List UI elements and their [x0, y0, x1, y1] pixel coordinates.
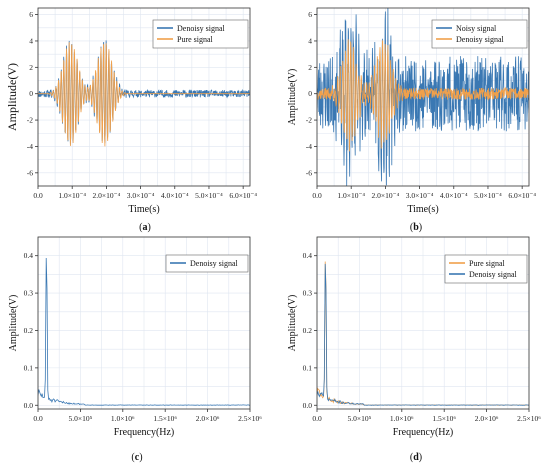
y-tick-label: 2 [29, 63, 33, 72]
x-tick-label: 6.0×10⁻⁴ [229, 191, 257, 200]
x-tick-label: 4.0×10⁻⁴ [440, 191, 468, 200]
plot-frame [316, 236, 530, 410]
x-tick-label: 1.0×10⁶ [390, 414, 414, 423]
y-tick-label: 0.1 [24, 363, 34, 372]
x-tick-label: 4.0×10⁻⁴ [161, 191, 189, 200]
y-tick-label: 0 [308, 89, 312, 98]
panel-4: 0.0 5.0×10⁵ 1.0×10⁶ 1.5×10⁶ 2.0×10⁶ 2.5×10⁶ 0.… [287, 236, 541, 463]
legend-label: Pure signal [469, 259, 506, 268]
y-tick-label: 0.0 [303, 401, 313, 410]
y-axis-label: Amplitude(V) [287, 69, 298, 126]
x-tick-label: 5.0×10⁵ [69, 414, 93, 423]
x-tick-label: 5.0×10⁻⁴ [195, 191, 223, 200]
y-axis-label: Amplitude(V) [287, 295, 298, 352]
y-tick-label: -2 [27, 116, 33, 125]
y-tick-label: 0.2 [303, 326, 313, 335]
y-tick-label: -6 [27, 168, 33, 177]
y-tick-label: 0.1 [303, 363, 313, 372]
x-tick-label: 1.0×10⁻⁴ [58, 191, 86, 200]
legend: Pure signal Denoisy signal [444, 254, 528, 284]
legend-label: Pure signal [177, 35, 214, 44]
x-axis-label: Time(s) [407, 204, 438, 215]
legend-box [152, 19, 249, 49]
series-line-denoisy-signal [317, 39, 529, 152]
x-tick-label: 1.0×10⁶ [111, 414, 135, 423]
x-tick-label: 2.0×10⁶ [196, 414, 220, 423]
y-axis-label: Amplitude(V) [5, 63, 19, 131]
y-tick-label: 0.3 [303, 289, 313, 298]
plot-frame [37, 236, 251, 410]
panel-caption: (b) [410, 222, 422, 233]
panel-caption: (c) [131, 452, 142, 463]
y-tick-label: -4 [27, 142, 33, 151]
x-tick-label: 5.0×10⁵ [348, 414, 372, 423]
plot-frame [316, 7, 530, 187]
legend-label: Denoisy signal [469, 270, 518, 279]
x-tick-label: 2.5×10⁶ [238, 414, 262, 423]
x-tick-label: 1.5×10⁶ [153, 414, 177, 423]
legend-label: Denoisy signal [190, 259, 239, 268]
legend-box [444, 254, 528, 284]
panel-3: 0.0 5.0×10⁵ 1.0×10⁶ 1.5×10⁶ 2.0×10⁶ 2.5×10⁶ 0.… [8, 236, 262, 463]
y-tick-label: 2 [308, 63, 312, 72]
legend-label: Denoisy signal [177, 24, 226, 33]
x-tick-label: 5.0×10⁻⁴ [474, 191, 502, 200]
y-tick-label: -4 [306, 142, 312, 151]
y-tick-label: 0.3 [24, 289, 34, 298]
y-tick-label: 0 [29, 89, 33, 98]
plot-frame [37, 7, 251, 187]
legend-label: Noisy signal [456, 24, 497, 33]
panel-caption: (a) [139, 222, 151, 233]
legend-box [431, 19, 528, 49]
x-tick-label: 0.0 [33, 191, 43, 200]
x-tick-label: 0.0 [312, 414, 322, 423]
x-tick-label: 2.0×10⁻⁴ [372, 191, 400, 200]
x-tick-label: 6.0×10⁻⁴ [508, 191, 536, 200]
x-tick-label: 0.0 [33, 414, 43, 423]
panel-caption: (d) [410, 452, 422, 463]
panel-2: 0.0 1.0×10⁻⁴ 2.0×10⁻⁴ 3.0×10⁻⁴ 4.0×10⁻⁴ 5.0×1… [287, 7, 536, 233]
y-tick-label: 0.4 [303, 251, 313, 260]
y-tick-label: 4 [308, 36, 312, 45]
x-tick-label: 3.0×10⁻⁴ [127, 191, 155, 200]
legend: Denoisy signal [165, 254, 249, 273]
x-axis-label: Frequency(Hz) [114, 427, 175, 438]
legend: Denoisy signal Pure signal [152, 19, 249, 49]
y-tick-label: 0.0 [24, 401, 34, 410]
series-line-pure-signal [38, 42, 250, 147]
y-tick-label: 0.4 [24, 251, 34, 260]
x-axis-label: Frequency(Hz) [393, 427, 454, 438]
series-line-denoisy-signal [317, 263, 529, 406]
y-tick-label: -6 [306, 168, 312, 177]
y-tick-label: 6 [29, 10, 33, 19]
x-axis-label: Time(s) [128, 204, 159, 215]
y-tick-label: 4 [29, 36, 33, 45]
y-tick-label: -2 [306, 116, 312, 125]
y-tick-label: 6 [308, 10, 312, 19]
y-axis-label: Amplitude(V) [8, 295, 19, 352]
x-tick-label: 0.0 [312, 191, 322, 200]
legend: Noisy signal Denoisy signal [431, 19, 528, 49]
panel-1: 0.0 1.0×10⁻⁴ 2.0×10⁻⁴ 3.0×10⁻⁴ 4.0×10⁻⁴ 5.0×1… [5, 7, 257, 233]
x-tick-label: 1.5×10⁶ [432, 414, 456, 423]
legend-label: Denoisy signal [456, 35, 505, 44]
x-tick-label: 3.0×10⁻⁴ [406, 191, 434, 200]
x-tick-label: 2.0×10⁻⁴ [93, 191, 121, 200]
legend-box [165, 254, 249, 273]
series-line-denoisy-signal [38, 257, 250, 406]
x-tick-label: 2.5×10⁶ [517, 414, 541, 423]
x-tick-label: 2.0×10⁶ [475, 414, 499, 423]
y-tick-label: 0.2 [24, 326, 34, 335]
x-tick-label: 1.0×10⁻⁴ [337, 191, 365, 200]
